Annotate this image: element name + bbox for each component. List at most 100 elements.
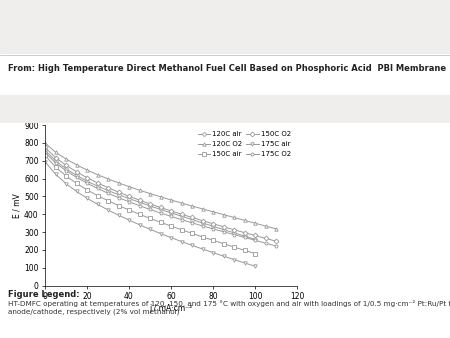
150C air bbox=[210, 238, 216, 242]
150C O2 bbox=[42, 145, 48, 149]
Line: 120C air: 120C air bbox=[43, 148, 257, 241]
Text: Date of download: 6/1/2016: Date of download: 6/1/2016 bbox=[268, 8, 374, 17]
175C O2 bbox=[158, 211, 163, 215]
150C O2 bbox=[53, 155, 58, 160]
175C O2 bbox=[53, 161, 58, 165]
120C air bbox=[126, 196, 132, 200]
120C O2 bbox=[42, 141, 48, 145]
120C O2 bbox=[231, 215, 237, 219]
Y-axis label: E / mV: E / mV bbox=[12, 193, 21, 218]
150C O2 bbox=[137, 198, 142, 202]
120C O2 bbox=[84, 168, 90, 172]
175C air bbox=[189, 243, 195, 247]
175C O2 bbox=[252, 238, 258, 242]
120C O2 bbox=[105, 177, 111, 181]
Line: 175C O2: 175C O2 bbox=[43, 150, 278, 248]
175C O2 bbox=[137, 204, 142, 208]
175C air bbox=[221, 254, 226, 258]
175C O2 bbox=[116, 196, 121, 200]
150C air bbox=[147, 216, 153, 220]
175C O2 bbox=[84, 181, 90, 185]
120C air bbox=[189, 218, 195, 222]
120C air bbox=[252, 237, 258, 241]
150C air bbox=[200, 235, 205, 239]
175C air bbox=[53, 172, 58, 176]
150C air bbox=[221, 242, 226, 246]
150C O2 bbox=[168, 209, 174, 213]
Text: Figure Legend:: Figure Legend: bbox=[8, 290, 80, 299]
150C air bbox=[95, 193, 100, 197]
150C O2 bbox=[200, 219, 205, 223]
150C O2 bbox=[158, 206, 163, 210]
175C O2 bbox=[189, 221, 195, 225]
175C air bbox=[168, 236, 174, 240]
175C air bbox=[200, 247, 205, 251]
175C O2 bbox=[242, 235, 247, 239]
120C O2 bbox=[137, 188, 142, 192]
120C air bbox=[42, 148, 48, 152]
150C air bbox=[168, 224, 174, 228]
175C air bbox=[63, 182, 69, 186]
150C air bbox=[242, 248, 247, 252]
175C O2 bbox=[126, 200, 132, 204]
175C air bbox=[158, 232, 163, 236]
150C O2 bbox=[105, 186, 111, 190]
150C O2 bbox=[189, 215, 195, 219]
175C O2 bbox=[179, 218, 184, 222]
Text: From: High Temperature Direct Methanol Fuel Cell Based on Phosphoric Acid  PBI M: From: High Temperature Direct Methanol F… bbox=[8, 64, 446, 73]
150C O2 bbox=[242, 231, 247, 235]
150C O2 bbox=[263, 236, 268, 240]
175C O2 bbox=[42, 150, 48, 154]
120C O2 bbox=[158, 195, 163, 199]
120C O2 bbox=[126, 185, 132, 189]
120C O2 bbox=[116, 181, 121, 185]
150C air bbox=[179, 228, 184, 232]
150C O2 bbox=[95, 181, 100, 185]
150C O2 bbox=[179, 212, 184, 216]
Line: 120C O2: 120C O2 bbox=[43, 141, 278, 231]
150C air bbox=[116, 203, 121, 208]
120C air bbox=[221, 227, 226, 232]
175C air bbox=[242, 261, 247, 265]
175C O2 bbox=[95, 186, 100, 190]
120C air bbox=[210, 224, 216, 228]
150C O2 bbox=[84, 176, 90, 180]
150C air bbox=[42, 153, 48, 158]
150C air bbox=[74, 182, 79, 186]
150C O2 bbox=[147, 202, 153, 206]
175C O2 bbox=[231, 233, 237, 237]
175C O2 bbox=[105, 191, 111, 195]
120C O2 bbox=[179, 201, 184, 205]
120C O2 bbox=[95, 173, 100, 177]
Text: Copyright © ASME. All rights reserved.: Copyright © ASME. All rights reserved. bbox=[268, 18, 417, 27]
120C air bbox=[168, 211, 174, 215]
Text: COLLECTION: COLLECTION bbox=[78, 20, 132, 29]
120C air bbox=[137, 200, 142, 204]
175C O2 bbox=[74, 175, 79, 179]
150C air bbox=[84, 188, 90, 192]
Text: J. Fuel Cell Sci. Technol. 2011;8(6):061009-061009-8. doi:10.1115/1.4004557: J. Fuel Cell Sci. Technol. 2011;8(6):061… bbox=[8, 103, 279, 110]
175C air bbox=[210, 250, 216, 255]
Text: ⠿⠿: ⠿⠿ bbox=[62, 14, 76, 24]
150C O2 bbox=[116, 190, 121, 194]
150C O2 bbox=[210, 222, 216, 226]
120C O2 bbox=[200, 207, 205, 211]
150C air bbox=[137, 212, 142, 216]
150C air bbox=[158, 220, 163, 224]
175C air bbox=[179, 240, 184, 244]
175C air bbox=[137, 223, 142, 227]
120C O2 bbox=[242, 218, 247, 222]
Line: 175C air: 175C air bbox=[43, 160, 257, 268]
175C O2 bbox=[263, 241, 268, 245]
Text: HT-DMFC operating at temperatures of 120, 150, and 175 °C with oxygen and air wi: HT-DMFC operating at temperatures of 120… bbox=[8, 300, 450, 315]
150C air bbox=[63, 174, 69, 178]
120C air bbox=[179, 214, 184, 218]
120C O2 bbox=[53, 150, 58, 154]
175C air bbox=[105, 208, 111, 212]
175C O2 bbox=[221, 230, 226, 234]
120C air bbox=[200, 221, 205, 225]
175C air bbox=[42, 160, 48, 164]
150C O2 bbox=[126, 194, 132, 198]
120C air bbox=[147, 204, 153, 208]
120C air bbox=[158, 208, 163, 212]
